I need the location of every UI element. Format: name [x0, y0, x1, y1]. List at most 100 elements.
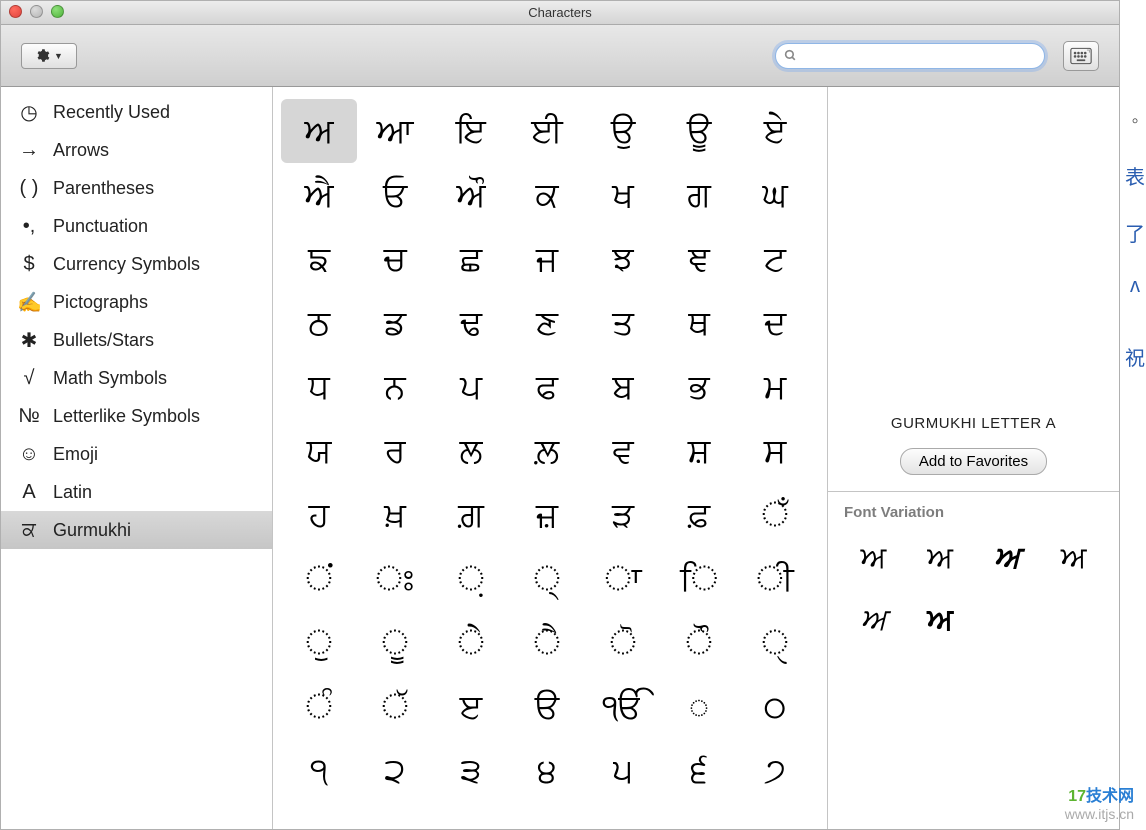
- sidebar-item-arrows[interactable]: →Arrows: [1, 131, 272, 169]
- font-variation-cell[interactable]: ਅ: [907, 531, 974, 585]
- font-variation-cell[interactable]: ਅ: [974, 531, 1041, 585]
- character-cell[interactable]: ਦ: [737, 291, 813, 355]
- character-cell[interactable]: ੳ: [509, 675, 585, 739]
- character-cell[interactable]: ਞ: [661, 227, 737, 291]
- character-cell[interactable]: ਯ: [281, 419, 357, 483]
- zoom-button[interactable]: [51, 5, 64, 18]
- character-cell[interactable]: ਝ: [585, 227, 661, 291]
- minimize-button[interactable]: [30, 5, 43, 18]
- keyboard-viewer-button[interactable]: [1063, 41, 1099, 71]
- character-cell[interactable]: ਸ਼: [661, 419, 737, 483]
- character-cell[interactable]: ੴ: [585, 675, 661, 739]
- character-cell[interactable]: ਫ: [509, 355, 585, 419]
- sidebar-item-recently-used[interactable]: ◷Recently Used: [1, 93, 272, 131]
- action-menu-button[interactable]: ▼: [21, 43, 77, 69]
- character-cell[interactable]: ੧: [281, 739, 357, 803]
- character-cell[interactable]: ੫: [585, 739, 661, 803]
- character-cell[interactable]: ੌ: [661, 611, 737, 675]
- character-cell[interactable]: ਡ: [357, 291, 433, 355]
- sidebar-item-emoji[interactable]: ☺Emoji: [1, 435, 272, 473]
- character-cell[interactable]: ਿ: [661, 547, 737, 611]
- character-cell[interactable]: ੁ: [281, 611, 357, 675]
- character-cell[interactable]: ਗ਼: [433, 483, 509, 547]
- search-input[interactable]: [801, 48, 1036, 63]
- character-cell[interactable]: ਘ: [737, 163, 813, 227]
- character-cell[interactable]: ਔ: [433, 163, 509, 227]
- character-cell[interactable]: ਮ: [737, 355, 813, 419]
- search-field-wrap[interactable]: [775, 43, 1045, 69]
- character-cell[interactable]: ੩: [433, 739, 509, 803]
- character-cell[interactable]: ਼: [433, 547, 509, 611]
- character-cell[interactable]: ੜ: [585, 483, 661, 547]
- character-cell[interactable]: ਬ: [585, 355, 661, 419]
- character-cell[interactable]: ੈ: [509, 611, 585, 675]
- sidebar-item-parentheses[interactable]: ( )Parentheses: [1, 169, 272, 207]
- character-cell[interactable]: ਃ: [357, 547, 433, 611]
- character-cell[interactable]: ੑ: [737, 611, 813, 675]
- character-cell[interactable]: ਗ: [661, 163, 737, 227]
- sidebar-item-bullets-stars[interactable]: ✱Bullets/Stars: [1, 321, 272, 359]
- sidebar-item-math-symbols[interactable]: √Math Symbols: [1, 359, 272, 397]
- font-variation-cell[interactable]: ਅ: [840, 593, 907, 647]
- character-cell[interactable]: ਏ: [737, 99, 813, 163]
- character-cell[interactable]: ਜ: [509, 227, 585, 291]
- character-cell[interactable]: ਲ਼: [509, 419, 585, 483]
- character-cell[interactable]: ਠ: [281, 291, 357, 355]
- character-cell[interactable]: ਹ: [281, 483, 357, 547]
- sidebar-item-punctuation[interactable]: •,Punctuation: [1, 207, 272, 245]
- character-cell[interactable]: ੪: [509, 739, 585, 803]
- character-cell[interactable]: ੦: [737, 675, 813, 739]
- character-cell[interactable]: ੲ: [433, 675, 509, 739]
- character-cell[interactable]: ਨ: [357, 355, 433, 419]
- character-cell[interactable]: ੀ: [737, 547, 813, 611]
- character-cell[interactable]: ੱ: [357, 675, 433, 739]
- character-cell[interactable]: ਾ: [585, 547, 661, 611]
- character-cell[interactable]: ਙ: [281, 227, 357, 291]
- character-cell[interactable]: ਇ: [433, 99, 509, 163]
- font-variation-cell[interactable]: ਅ: [907, 593, 974, 647]
- character-cell[interactable]: ਵ: [585, 419, 661, 483]
- character-cell[interactable]: ਅ: [281, 99, 357, 163]
- character-cell[interactable]: ਆ: [357, 99, 433, 163]
- character-cell[interactable]: ਢ: [433, 291, 509, 355]
- character-cell[interactable]: ਟ: [737, 227, 813, 291]
- font-variation-cell[interactable]: ਅ: [840, 531, 907, 585]
- add-to-favorites-button[interactable]: Add to Favorites: [900, 448, 1047, 475]
- character-cell[interactable]: ੇ: [433, 611, 509, 675]
- character-cell[interactable]: ਧ: [281, 355, 357, 419]
- character-cell[interactable]: ਲ: [433, 419, 509, 483]
- character-cell[interactable]: ਖ਼: [357, 483, 433, 547]
- character-cell[interactable]: ੨: [357, 739, 433, 803]
- character-cell[interactable]: ੂ: [357, 611, 433, 675]
- character-cell[interactable]: ੰ: [281, 675, 357, 739]
- character-cell[interactable]: ਁ: [737, 483, 813, 547]
- character-cell[interactable]: ਭ: [661, 355, 737, 419]
- character-cell[interactable]: ਰ: [357, 419, 433, 483]
- character-cell[interactable]: ਓ: [357, 163, 433, 227]
- character-cell[interactable]: ◌: [661, 675, 737, 739]
- character-cell[interactable]: ਤ: [585, 291, 661, 355]
- character-cell[interactable]: ਥ: [661, 291, 737, 355]
- character-cell[interactable]: ਕ: [509, 163, 585, 227]
- character-cell[interactable]: ਈ: [509, 99, 585, 163]
- character-cell[interactable]: ਊ: [661, 99, 737, 163]
- character-cell[interactable]: ਜ਼: [509, 483, 585, 547]
- character-cell[interactable]: ਐ: [281, 163, 357, 227]
- character-cell[interactable]: ਸ: [737, 419, 813, 483]
- character-cell[interactable]: ਖ: [585, 163, 661, 227]
- character-cell[interactable]: ੬: [661, 739, 737, 803]
- sidebar-item-currency-symbols[interactable]: $Currency Symbols: [1, 245, 272, 283]
- sidebar-item-gurmukhi[interactable]: ਕGurmukhi: [1, 511, 272, 549]
- sidebar-item-latin[interactable]: ALatin: [1, 473, 272, 511]
- character-cell[interactable]: ਛ: [433, 227, 509, 291]
- font-variation-cell[interactable]: ਅ: [1040, 531, 1107, 585]
- character-cell[interactable]: ਪ: [433, 355, 509, 419]
- character-cell[interactable]: ੋ: [585, 611, 661, 675]
- character-cell[interactable]: ਂ: [281, 547, 357, 611]
- character-cell[interactable]: ਚ: [357, 227, 433, 291]
- sidebar-item-pictographs[interactable]: ✍Pictographs: [1, 283, 272, 321]
- sidebar-item-letterlike-symbols[interactable]: №Letterlike Symbols: [1, 397, 272, 435]
- character-cell[interactable]: ਉ: [585, 99, 661, 163]
- close-button[interactable]: [9, 5, 22, 18]
- character-cell[interactable]: ਫ਼: [661, 483, 737, 547]
